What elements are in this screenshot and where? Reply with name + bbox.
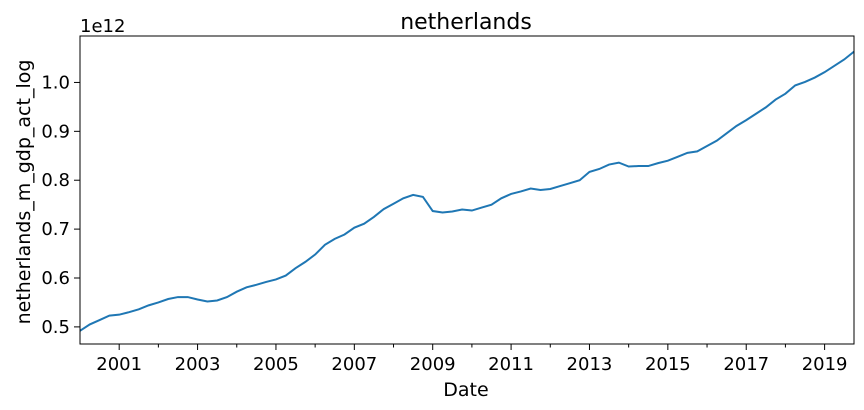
x-tick-label: 2009 <box>410 354 456 375</box>
x-tick-label: 2017 <box>723 354 769 375</box>
y-tick-label: 0.5 <box>41 317 70 338</box>
y-tick-label: 1.0 <box>41 72 70 93</box>
x-tick-label: 2013 <box>567 354 613 375</box>
y-tick-label: 0.7 <box>41 219 70 240</box>
x-axis-ticks: 2001 2003 2005 2007 2009 2011 2013 2015 2017 2019 <box>96 344 848 375</box>
y-tick-label: 0.9 <box>41 121 70 142</box>
x-tick-label: 2001 <box>96 354 142 375</box>
chart-title: netherlands <box>400 10 532 35</box>
y-axis-ticks: 0.5 0.6 0.7 0.8 0.9 1.0 <box>41 72 80 338</box>
plot-frame <box>79 35 855 345</box>
x-tick-label: 2011 <box>488 354 534 375</box>
x-tick-label: 2003 <box>175 354 221 375</box>
series-line <box>79 50 855 332</box>
x-tick-label: 2019 <box>802 354 848 375</box>
y-offset-label: 1e12 <box>80 16 125 37</box>
x-axis-label: Date <box>443 379 488 401</box>
x-tick-label: 2007 <box>331 354 377 375</box>
y-axis-label: netherlands_m_gdp_act_log <box>13 60 35 325</box>
x-tick-label: 2015 <box>645 354 691 375</box>
y-tick-label: 0.8 <box>41 170 70 191</box>
x-tick-label: 2005 <box>253 354 299 375</box>
y-tick-label: 0.6 <box>41 268 70 289</box>
